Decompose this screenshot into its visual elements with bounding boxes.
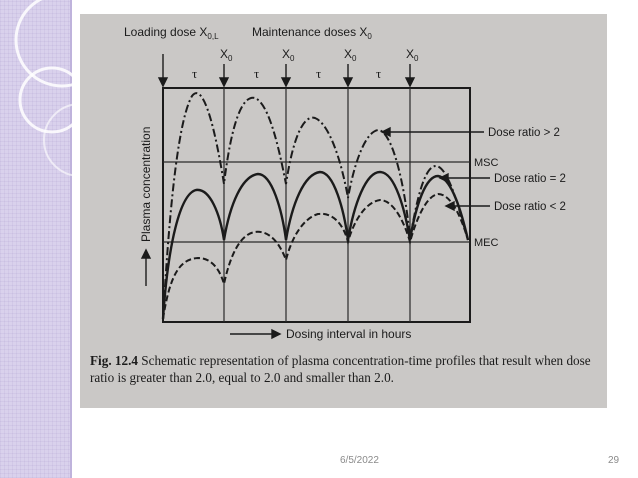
side-panel-border: [70, 0, 72, 478]
y-axis-label: Plasma concentration: [139, 127, 153, 242]
curve-dose-ratio-gt-2: [162, 92, 469, 320]
svg-text:τ: τ: [316, 66, 321, 81]
svg-text:X0: X0: [344, 47, 357, 63]
dose-grid-lines: [223, 88, 411, 322]
plot-frame: [162, 87, 471, 323]
slide-page-number: 29: [608, 455, 620, 466]
svg-text:τ: τ: [192, 66, 197, 81]
figure-photo: Loading dose X0,L Maintenance doses X0 X…: [80, 14, 607, 408]
curve-dose-ratio-eq-2: [161, 170, 470, 320]
legend-dose-ratio-lt-2: Dose ratio < 2: [494, 201, 566, 213]
caption-figure-number: Fig. 12.4: [90, 353, 138, 368]
y-axis-arrow: [140, 248, 152, 286]
msc-label: MSC: [474, 157, 499, 169]
dose-arrows: [157, 54, 416, 88]
slide-date: 6/5/2022: [340, 455, 379, 466]
figure-caption: Fig. 12.4 Schematic representation of pl…: [90, 352, 600, 386]
x-axis-label: Dosing interval in hours: [286, 327, 411, 341]
legend-dose-ratio-gt-2: Dose ratio > 2: [488, 127, 560, 139]
curve-dose-ratio-lt-2: [162, 192, 469, 320]
x-axis-arrow: [230, 328, 282, 340]
slide-side-panel: [0, 0, 70, 478]
svg-text:τ: τ: [376, 66, 381, 81]
caption-text: Schematic representation of plasma conce…: [90, 353, 591, 385]
svg-text:X0: X0: [220, 47, 233, 63]
legend-leaders: [380, 126, 490, 212]
mec-label: MEC: [474, 237, 499, 249]
maintenance-doses-label: Maintenance doses X0: [252, 25, 372, 41]
dose-marker-labels: X0 X0 X0 X0: [220, 47, 419, 63]
svg-text:τ: τ: [254, 66, 259, 81]
pharmacokinetic-diagram: Loading dose X0,L Maintenance doses X0 X…: [124, 25, 566, 341]
loading-dose-label: Loading dose X0,L: [124, 25, 219, 41]
legend-dose-ratio-eq-2: Dose ratio = 2: [494, 173, 566, 185]
svg-text:X0: X0: [406, 47, 419, 63]
svg-text:X0: X0: [282, 47, 295, 63]
tau-labels: τ τ τ τ: [192, 66, 381, 81]
